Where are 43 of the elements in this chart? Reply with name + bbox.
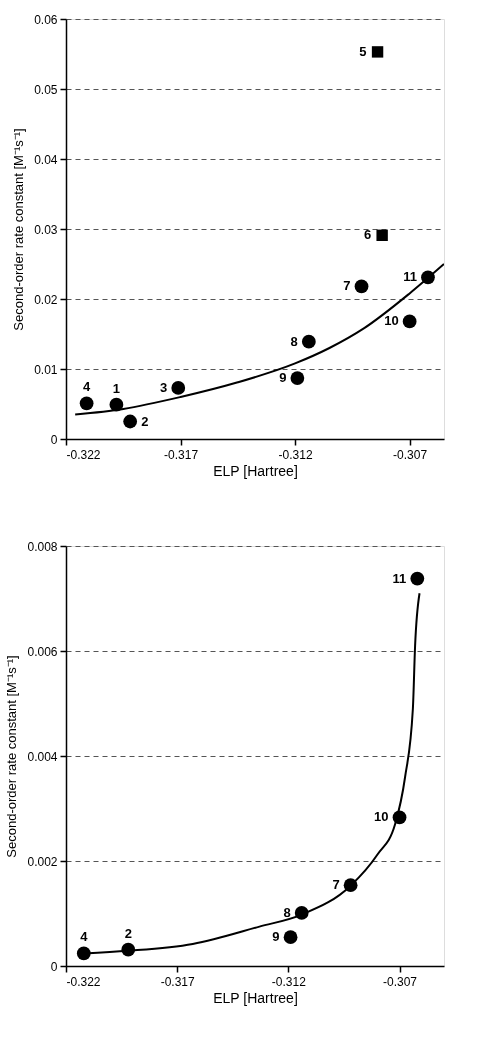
x-axis-title: ELP [Hartree] [213, 462, 298, 479]
annotation: 5 [359, 43, 367, 59]
x-axis-title: ELP [Hartree] [213, 989, 298, 1006]
x-tick-label: -0.322 [66, 447, 101, 462]
x-tick-label: -0.322 [66, 974, 101, 989]
annotation: 11 [403, 269, 417, 285]
annotation: 2 [141, 413, 149, 429]
annotation: 3 [160, 379, 168, 395]
annotation: 10 [384, 313, 399, 329]
annotation: 8 [283, 904, 291, 920]
y-tick-label: 0.06 [34, 12, 58, 27]
y-tick-label: 0.004 [27, 749, 58, 764]
annotation: 6 [363, 227, 372, 243]
annotation: 4 [80, 929, 89, 945]
annotation: 9 [272, 929, 280, 945]
y-tick-label: 0 [50, 959, 58, 974]
y-axis-title: Second-order rate constant [M⁻¹s⁻¹] [4, 655, 20, 858]
annotation: 4 [83, 379, 91, 395]
y-tick-label: 0.002 [27, 854, 58, 869]
x-tick-label: -0.317 [164, 447, 199, 462]
x-tick-label: -0.317 [160, 974, 196, 989]
annotation: 8 [290, 333, 298, 349]
y-tick-label: 0.05 [34, 82, 58, 97]
x-tick-label: -0.307 [393, 447, 428, 462]
y-tick-label: 0.006 [27, 644, 58, 659]
annotation: 9 [279, 370, 287, 386]
annotation: 1 [112, 380, 121, 396]
y-tick-label: 0.008 [27, 539, 58, 554]
line-series [74, 263, 444, 416]
y-tick-label: 0.01 [34, 362, 58, 377]
x-tick-label: -0.307 [383, 974, 418, 989]
y-axis-title: Second-order rate constant [M⁻¹s⁻¹] [11, 128, 27, 331]
x-tick-label: -0.312 [271, 974, 307, 989]
annotation: 11 [392, 570, 407, 586]
y-tick-label: 0.04 [34, 152, 58, 167]
y-tick-label: 0 [50, 432, 58, 447]
annotation: 2 [124, 925, 132, 941]
y-tick-label: 0.03 [34, 222, 58, 237]
annotation: 7 [343, 278, 351, 294]
annotation: 7 [332, 877, 340, 893]
annotation: 10 [374, 809, 389, 825]
x-tick-label: -0.312 [278, 447, 313, 462]
y-tick-label: 0.02 [34, 292, 58, 307]
